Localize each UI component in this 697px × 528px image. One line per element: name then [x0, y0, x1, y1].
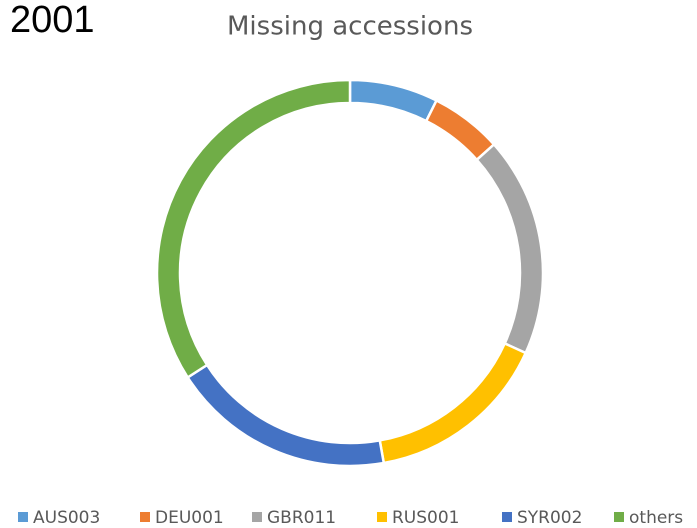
chart-annotation: 2001: [10, 0, 95, 41]
donut-slice: [424, 98, 496, 162]
donut-slice: [475, 142, 545, 355]
legend-swatch: [18, 512, 28, 522]
legend-swatch: [140, 512, 150, 522]
chart-title: Missing accessions: [227, 12, 473, 42]
legend-label: DEU001: [155, 508, 224, 528]
legend-swatch: [502, 512, 512, 522]
legend-label: SYR002: [517, 508, 582, 528]
legend-label: AUS003: [33, 508, 100, 528]
donut-slice: [348, 78, 439, 123]
donut-slice: [185, 363, 386, 468]
legend-swatch: [614, 512, 624, 522]
legend-label: GBR011: [267, 508, 336, 528]
legend-swatch: [377, 512, 387, 522]
donut-slice: [378, 341, 528, 465]
legend-label: RUS001: [392, 508, 460, 528]
legend-label: others: [629, 508, 683, 528]
legend-swatch: [252, 512, 262, 522]
donut-slice: [155, 78, 352, 380]
